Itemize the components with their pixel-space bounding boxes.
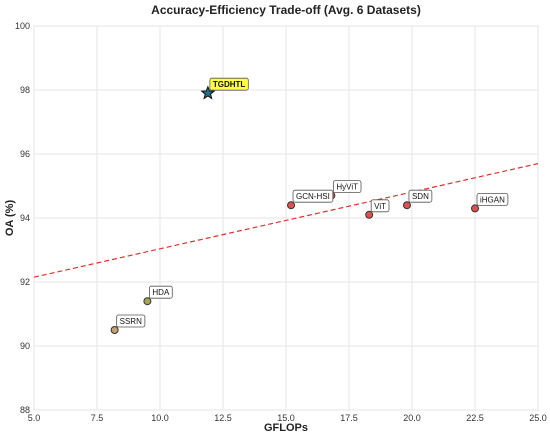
label-ssrn-box xyxy=(116,314,146,328)
label-tgdhtl-text: TGDHTL xyxy=(213,80,246,89)
label-hyvit: HyViT xyxy=(332,180,362,194)
x-tick-label: 20.0 xyxy=(403,413,421,423)
label-sdn: SDN xyxy=(408,189,433,203)
x-tick-label: 15.0 xyxy=(277,413,295,423)
y-axis-label: OA (%) xyxy=(4,200,16,237)
x-tick-label: 17.5 xyxy=(340,413,358,423)
label-gcn-hsi-box xyxy=(292,189,334,203)
x-tick-label: 5.0 xyxy=(28,413,41,423)
point-ssrn xyxy=(110,326,119,334)
label-hda-text: HDA xyxy=(152,288,170,297)
x-tick-label: 25.0 xyxy=(529,413,547,423)
label-gcn-hsi-text: GCN-HSI xyxy=(296,192,330,201)
y-tick-label: 92 xyxy=(20,277,30,287)
point-tgdhtl-star xyxy=(200,85,216,100)
label-ihgan-text: iHGAN xyxy=(480,195,505,204)
x-tick-label: 12.5 xyxy=(214,413,232,423)
label-ssrn: SSRN xyxy=(116,314,146,328)
point-labels-group: SSRN HDA GCN-HSI HyViT ViT SDN iHGAN TGDHTL xyxy=(116,77,509,328)
label-vit-text: ViT xyxy=(374,202,386,211)
y-tick-label: 96 xyxy=(20,149,30,159)
label-ihgan-box xyxy=(476,192,509,206)
trendline xyxy=(33,163,539,278)
chart-title: Accuracy-Efficiency Trade-off (Avg. 6 Da… xyxy=(151,3,421,17)
grid xyxy=(33,25,539,411)
x-tick-label: 22.5 xyxy=(466,413,484,423)
point-sdn xyxy=(402,201,411,210)
label-sdn-text: SDN xyxy=(412,192,429,201)
point-vit xyxy=(365,210,374,219)
label-hda: HDA xyxy=(148,285,173,299)
label-tgdhtl: TGDHTL xyxy=(209,77,249,91)
label-vit: ViT xyxy=(370,199,390,213)
y-tick-label: 100 xyxy=(15,21,30,31)
y-tick-label: 98 xyxy=(20,85,30,95)
label-hyvit-text: HyViT xyxy=(336,183,358,192)
y-tick-label: 88 xyxy=(20,405,30,415)
point-gcn-hsi xyxy=(287,201,296,210)
y-tick-label: 90 xyxy=(20,341,30,351)
label-vit-box xyxy=(370,199,390,213)
y-tick-label: 94 xyxy=(20,213,30,223)
tick-labels-group: 5.0 7.5 10.0 12.5 15.0 17.5 20.0 22.5 25.0 88 90 92… xyxy=(15,21,547,423)
x-tick-label: 10.0 xyxy=(151,413,169,423)
trendline-group xyxy=(33,163,539,278)
point-hda xyxy=(143,297,152,306)
label-ihgan: iHGAN xyxy=(476,192,509,206)
x-tick-label: 7.5 xyxy=(91,413,104,423)
label-hda-box xyxy=(148,285,173,299)
x-axis-label: GFLOPs xyxy=(264,422,308,434)
label-tgdhtl-box xyxy=(209,77,249,91)
point-ihgan xyxy=(471,204,479,213)
label-ssrn-text: SSRN xyxy=(120,317,142,326)
label-sdn-box xyxy=(408,189,433,203)
label-gcn-hsi: GCN-HSI xyxy=(292,189,334,203)
label-hyvit-box xyxy=(332,180,362,194)
